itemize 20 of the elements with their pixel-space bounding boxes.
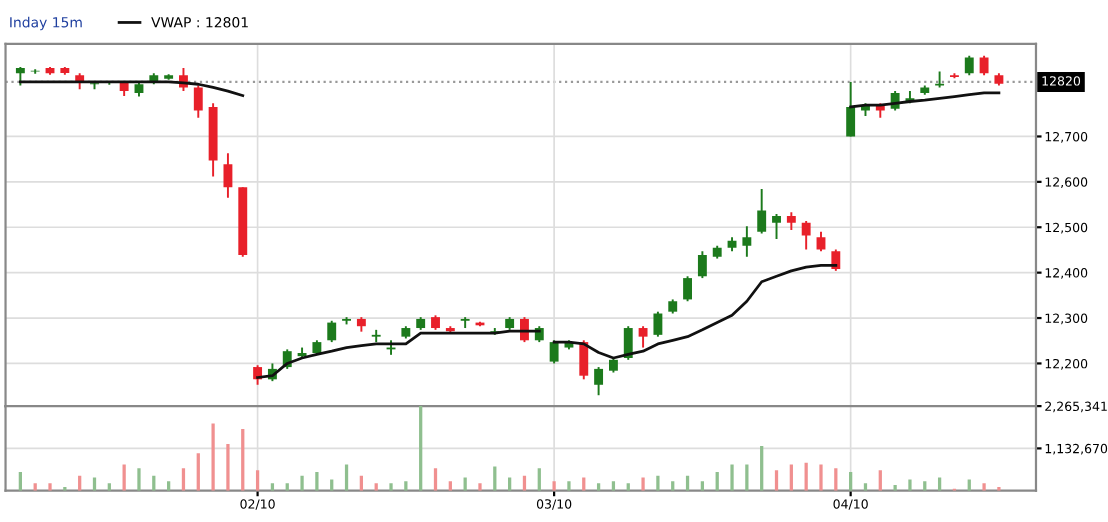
line-series: [256, 329, 541, 379]
candlestick: [846, 81, 856, 138]
candlestick: [979, 54, 989, 77]
candlestick: [638, 325, 648, 349]
candlestick: [757, 188, 767, 235]
candlestick: [579, 339, 589, 381]
candlestick: [964, 54, 974, 77]
candlestick: [594, 366, 604, 397]
candlestick: [623, 325, 633, 361]
candlestick: [697, 250, 707, 280]
candlestick: [223, 152, 233, 199]
candlestick: [683, 275, 693, 303]
candlestick: [15, 66, 25, 87]
candlestick: [742, 225, 752, 258]
candlestick: [549, 339, 559, 365]
candlestick: [327, 319, 337, 344]
candlestick: [653, 310, 663, 338]
candlestick: [772, 213, 781, 241]
candlestick: [193, 84, 203, 119]
candlestick: [801, 219, 811, 251]
